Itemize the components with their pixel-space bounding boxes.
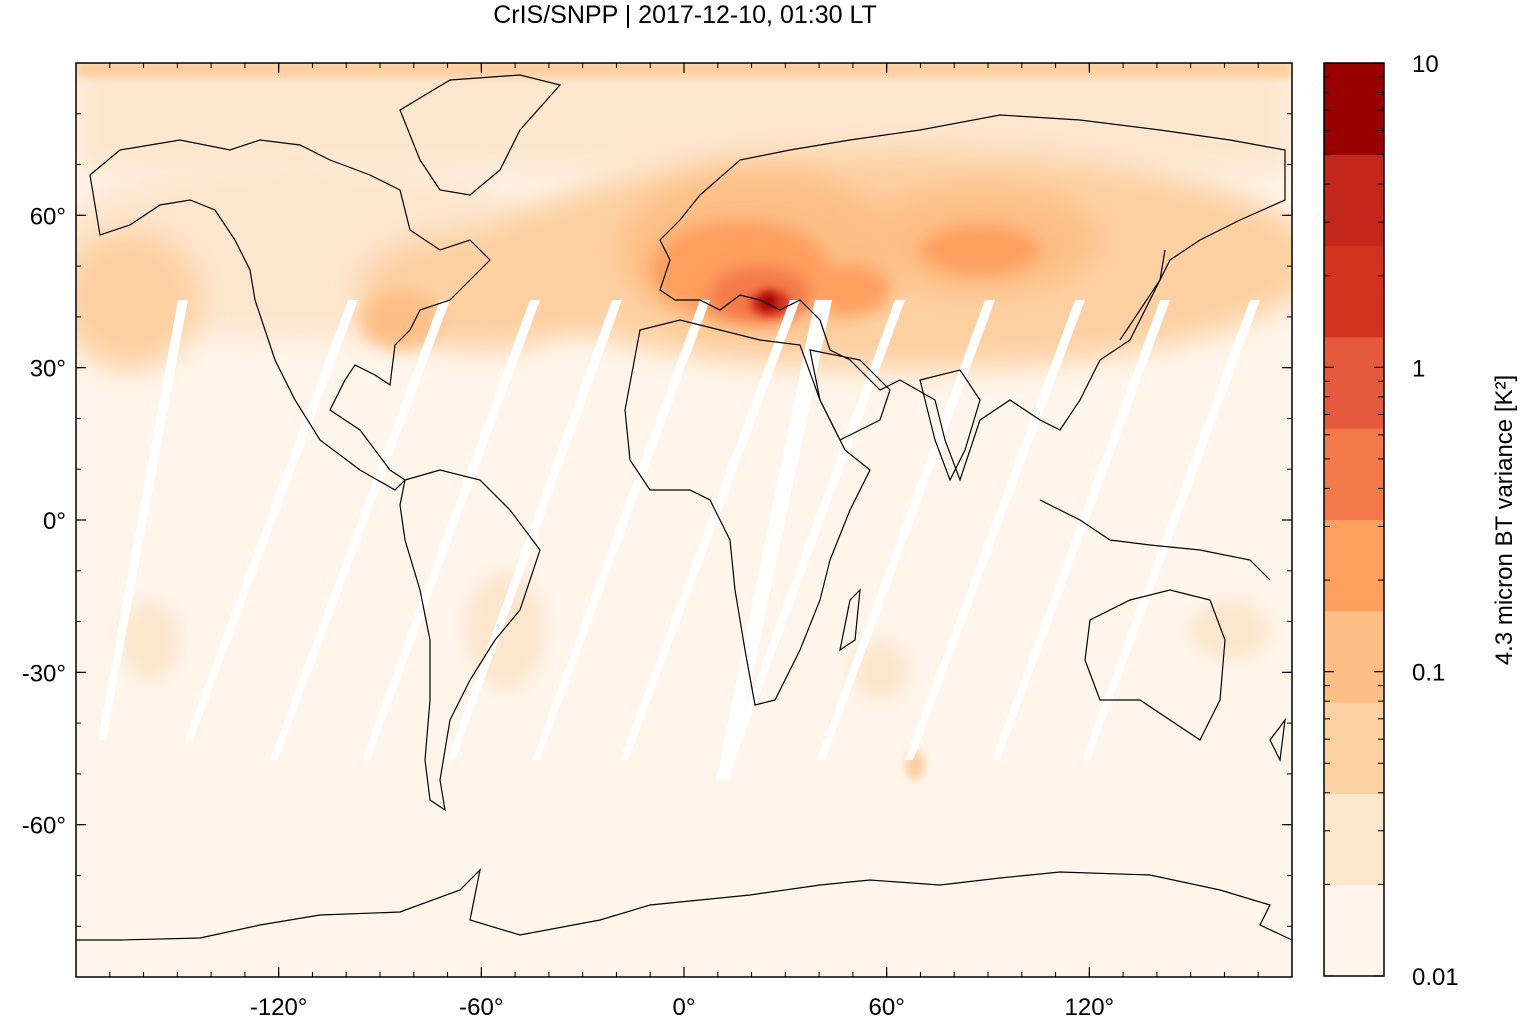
coast-japan [1119, 249, 1166, 341]
x-tick-label: 120° [1065, 994, 1115, 1020]
coastlines [76, 74, 1292, 941]
colorbar-bin [1324, 428, 1384, 520]
figure-title: CrIS/SNPP | 2017-12-10, 01:30 LT [493, 1, 877, 29]
x-tick-label: -60° [459, 994, 503, 1020]
us-east [360, 290, 440, 350]
asia-core [920, 225, 1040, 275]
y-axis: 60° 30° 0° -30° -60° [22, 113, 1292, 927]
colorbar-bin [1324, 610, 1384, 703]
gap-4 [362, 300, 540, 760]
gap-11 [905, 300, 1085, 760]
colorbar-label: 4.3 micron BT variance [K²] [1491, 375, 1518, 665]
gap-12 [992, 300, 1170, 760]
y-tick-label: 60° [30, 203, 66, 230]
coast-africa [624, 319, 871, 706]
coast-india [919, 369, 981, 482]
saf-patch [850, 640, 910, 700]
x-tick-label: -120° [250, 994, 308, 1020]
x-tick-label: 0° [673, 994, 696, 1020]
gap-5 [447, 300, 622, 760]
colorbar-bin [1324, 336, 1384, 429]
colorbar-bin [1324, 884, 1384, 977]
gap-8 [716, 300, 832, 780]
arctic-band [76, 63, 1292, 173]
coast-australia [1084, 589, 1226, 741]
balkan-3 [760, 294, 776, 310]
gap-2 [185, 300, 358, 740]
coast-north-america [89, 139, 491, 491]
gap-9 [727, 300, 905, 760]
coast-madagascar [839, 588, 861, 652]
x-tick-label: 60° [869, 994, 905, 1020]
np-band [76, 230, 200, 370]
colorbar-bin [1324, 793, 1384, 886]
variance-field [76, 63, 1292, 941]
coast-arabia [809, 349, 891, 441]
colorbar-bin [1324, 63, 1384, 155]
coast-greenland [399, 74, 562, 196]
colorbar-tick-label: 0.01 [1412, 964, 1459, 991]
coast-indonesia [1039, 499, 1271, 581]
coast-new-zealand [1269, 717, 1286, 763]
colorbar-tick-label: 0.1 [1412, 660, 1445, 687]
gap-10 [817, 300, 995, 760]
colorbar: 10 1 0.1 0.01 [1323, 51, 1459, 991]
y-tick-label: 30° [30, 356, 66, 383]
gap-3 [270, 300, 450, 760]
x-axis: -120° -60° 0° 60° 120° [109, 63, 1259, 1020]
orbit-gaps [98, 300, 1260, 780]
coast-south-america [399, 469, 541, 812]
y-tick-label: -60° [22, 813, 66, 840]
y-tick-label: 0° [43, 508, 66, 535]
colorbar-tick-label: 10 [1412, 51, 1439, 78]
colorbar-bin [1324, 702, 1384, 794]
gap-1 [98, 300, 188, 740]
gap-13 [1082, 300, 1260, 760]
colorbar-tick-label: 1 [1412, 355, 1425, 382]
coast-antarctica [76, 868, 1292, 941]
y-tick-label: -30° [22, 660, 66, 687]
coast-eurasia [659, 114, 1286, 482]
colorbar-bin [1324, 245, 1384, 338]
colorbar-frame [1323, 62, 1385, 977]
gap-6 [532, 300, 710, 760]
aus-patch [1190, 600, 1270, 660]
sp-patch [120, 600, 180, 680]
sa-patch [465, 570, 545, 690]
gap-7 [620, 300, 800, 760]
colorbar-bin [1324, 154, 1384, 247]
colorbar-bin [1324, 519, 1384, 612]
